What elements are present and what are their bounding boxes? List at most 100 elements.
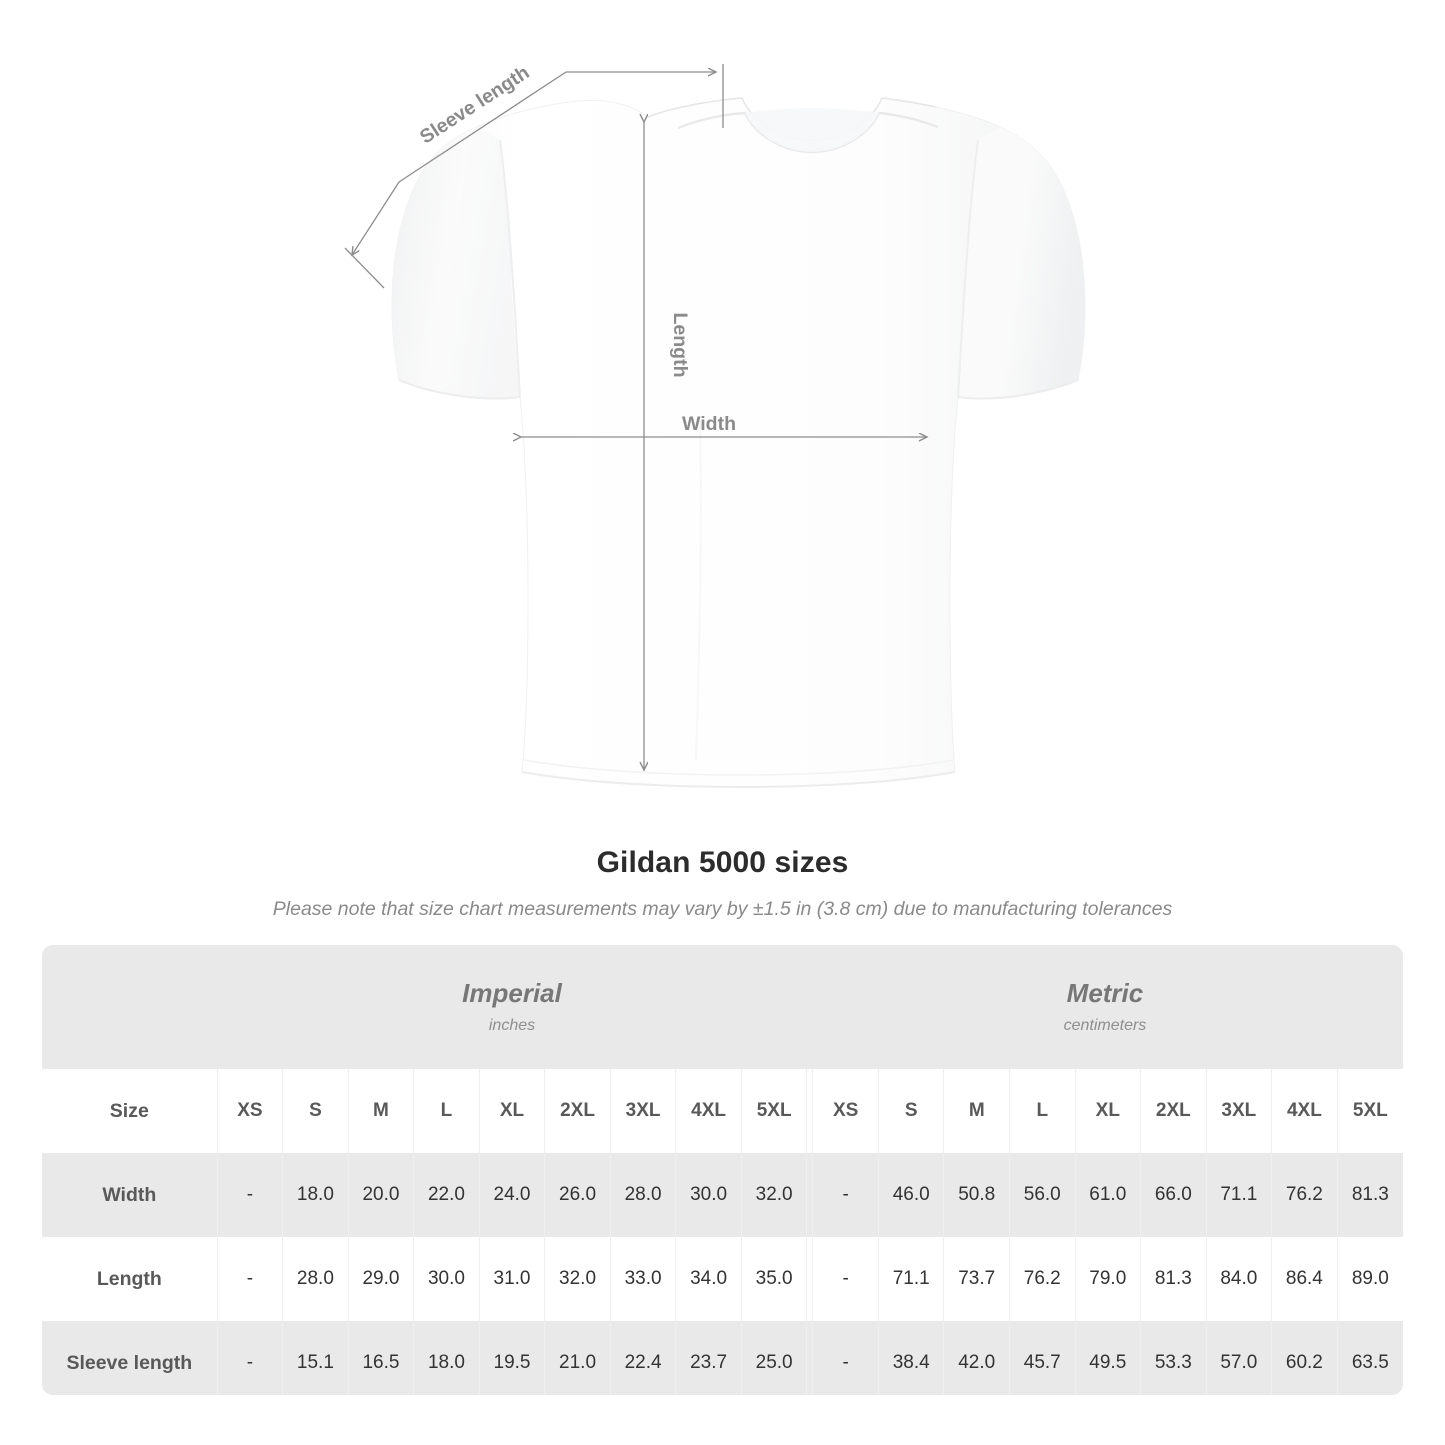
column-header-metric-2xl: 2XL <box>1140 1069 1207 1153</box>
cell-value: 49.5 <box>1074 1321 1141 1395</box>
cell-value: 21.0 <box>544 1321 611 1395</box>
cell-value: 66.0 <box>1140 1153 1207 1237</box>
size-table-container: Imperial inches Metric centimeters Size XS S M L… <box>42 945 1403 1395</box>
cell-value: 24.0 <box>478 1153 545 1237</box>
cell-value: 46.0 <box>877 1153 944 1237</box>
column-header-imperial-xl: XL <box>478 1069 545 1153</box>
cell-value: 84.0 <box>1205 1237 1272 1321</box>
cell-value: 29.0 <box>347 1237 414 1321</box>
column-header-metric-l: L <box>1009 1069 1076 1153</box>
cell-value: 16.5 <box>347 1321 414 1395</box>
column-header-metric-xl: XL <box>1074 1069 1141 1153</box>
cell-value: 25.0 <box>740 1321 807 1395</box>
cell-value: 73.7 <box>943 1237 1010 1321</box>
column-header-metric-xs: XS <box>812 1069 879 1153</box>
column-header-metric-4xl: 4XL <box>1271 1069 1338 1153</box>
cell-value: 23.7 <box>675 1321 742 1395</box>
unit-section-name: Imperial <box>462 978 562 1009</box>
row-label-length: Length <box>42 1237 218 1321</box>
column-header-imperial-4xl: 4XL <box>675 1069 742 1153</box>
cell-value: 33.0 <box>609 1237 676 1321</box>
cell-value: 38.4 <box>877 1321 944 1395</box>
cell-value: 30.0 <box>413 1237 480 1321</box>
section-divider <box>806 1321 813 1395</box>
column-header-size: Size <box>42 1069 218 1153</box>
cell-value: 18.0 <box>282 1153 349 1237</box>
cell-value: 56.0 <box>1009 1153 1076 1237</box>
tolerance-note: Please note that size chart measurements… <box>272 898 1173 920</box>
cell-value: 28.0 <box>609 1153 676 1237</box>
size-header-row: Size XS S M L XL 2XL 3XL 4XL 5XL XS S M L XL 2XL 3XL 4XL 5… <box>42 1069 1403 1153</box>
width-label: Width <box>682 413 736 435</box>
tshirt-diagram: Sleeve length Length Width <box>344 62 1086 789</box>
cell-value: 57.0 <box>1205 1321 1272 1395</box>
cell-value: - <box>812 1321 879 1395</box>
cell-value: 61.0 <box>1074 1153 1141 1237</box>
column-header-metric-s: S <box>877 1069 944 1153</box>
cell-value: 60.2 <box>1271 1321 1338 1395</box>
width-dimension: Width <box>521 413 927 437</box>
cell-value: 22.4 <box>609 1321 676 1395</box>
column-header-imperial-l: L <box>413 1069 480 1153</box>
cell-value: 79.0 <box>1074 1237 1141 1321</box>
column-header-metric-5xl: 5XL <box>1336 1069 1403 1153</box>
cell-value: - <box>812 1237 879 1321</box>
cell-value: 32.0 <box>740 1153 807 1237</box>
cell-value: 76.2 <box>1009 1237 1076 1321</box>
cell-value: 35.0 <box>740 1237 807 1321</box>
section-divider <box>806 1153 813 1237</box>
row-label-sleeve-length: Sleeve length <box>42 1321 218 1395</box>
unit-section-metric: Metric centimeters <box>806 945 1403 1069</box>
cell-value: 22.0 <box>413 1153 480 1237</box>
table-row: Width -18.0 20.0 22.0 24.0 26.0 28.0 30.0 32.0-4… <box>42 1153 1403 1237</box>
unit-section-subtitle: inches <box>488 1016 536 1034</box>
cell-value: 86.4 <box>1271 1237 1338 1321</box>
cell-value: 15.1 <box>282 1321 349 1395</box>
tshirt-illustration <box>391 97 1086 789</box>
column-header-metric-3xl: 3XL <box>1205 1069 1272 1153</box>
size-table-body: Imperial inches Metric centimeters Size XS S M L… <box>42 945 1403 1395</box>
unit-band-spacer <box>42 945 218 1069</box>
cell-value: 71.1 <box>877 1237 944 1321</box>
unit-band-row: Imperial inches Metric centimeters <box>42 945 1403 1069</box>
page-title: Gildan 5000 sizes <box>596 846 849 879</box>
heading-block: Gildan 5000 sizes Please note that size … <box>0 846 1445 921</box>
cell-value: 30.0 <box>675 1153 742 1237</box>
cell-value: 32.0 <box>544 1237 611 1321</box>
row-label-width: Width <box>42 1153 218 1237</box>
cell-value: 28.0 <box>282 1237 349 1321</box>
cell-value: 31.0 <box>478 1237 545 1321</box>
cell-value: 71.1 <box>1205 1153 1272 1237</box>
cell-value: - <box>812 1153 879 1237</box>
column-header-imperial-m: M <box>347 1069 414 1153</box>
cell-value: 89.0 <box>1336 1237 1403 1321</box>
cell-value: 76.2 <box>1271 1153 1338 1237</box>
cell-value: 81.3 <box>1140 1237 1207 1321</box>
cell-value: 26.0 <box>544 1153 611 1237</box>
cell-value: - <box>216 1321 283 1395</box>
column-header-imperial-3xl: 3XL <box>609 1069 676 1153</box>
cell-value: - <box>216 1153 283 1237</box>
cell-value: 63.5 <box>1336 1321 1403 1395</box>
section-divider <box>806 1237 813 1321</box>
section-divider <box>806 1069 813 1153</box>
column-header-imperial-xs: XS <box>216 1069 283 1153</box>
unit-section-name: Metric <box>1066 978 1144 1009</box>
column-header-imperial-s: S <box>282 1069 349 1153</box>
cell-value: 53.3 <box>1140 1321 1207 1395</box>
unit-section-subtitle: centimeters <box>1063 1016 1147 1034</box>
cell-value: 20.0 <box>347 1153 414 1237</box>
column-header-imperial-5xl: 5XL <box>740 1069 807 1153</box>
column-header-metric-m: M <box>943 1069 1010 1153</box>
cell-value: 19.5 <box>478 1321 545 1395</box>
length-dimension: Length <box>644 122 691 770</box>
unit-section-imperial: Imperial inches <box>217 945 807 1069</box>
cell-value: 34.0 <box>675 1237 742 1321</box>
cell-value: 81.3 <box>1336 1153 1403 1237</box>
cell-value: - <box>216 1237 283 1321</box>
column-header-imperial-2xl: 2XL <box>544 1069 611 1153</box>
table-row: Sleeve length -15.1 16.5 18.0 19.5 21.0 22.4 23… <box>42 1321 1403 1395</box>
length-label: Length <box>669 313 691 378</box>
size-table: Imperial inches Metric centimeters Size XS S M L… <box>42 945 1403 1395</box>
